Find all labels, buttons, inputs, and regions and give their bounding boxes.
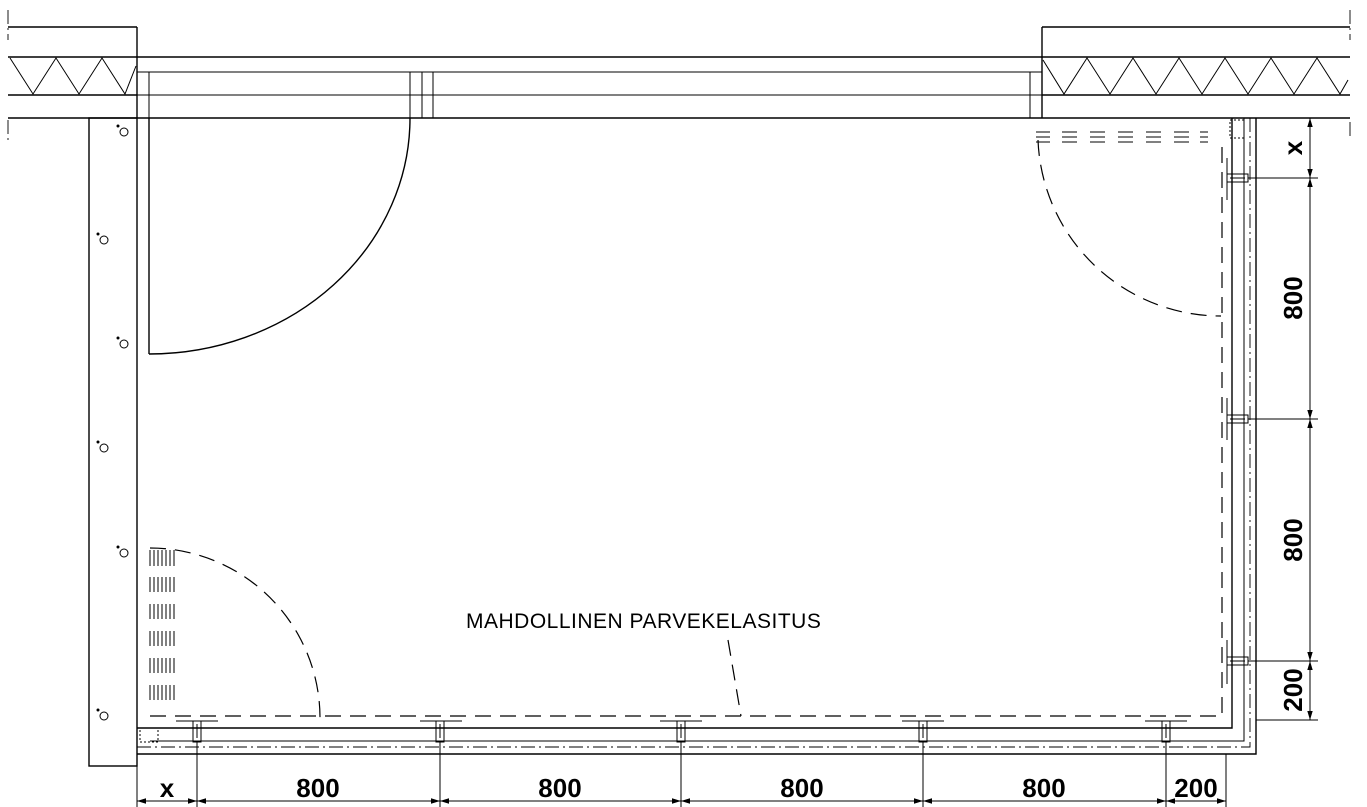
dim-right-200: 200 — [1278, 668, 1308, 711]
railing-post — [660, 720, 702, 743]
right-insulated-wall — [1041, 26, 1350, 119]
railing-post — [176, 720, 218, 743]
anchor-bolt-icon — [96, 440, 109, 453]
left-insulated-wall — [8, 26, 138, 119]
dim-bottom-x: x — [160, 773, 175, 803]
glazing-boundary — [150, 142, 1223, 717]
stacked-panels-right — [1036, 131, 1208, 143]
railing-post — [1226, 158, 1249, 200]
dim-bottom-800-4: 800 — [1022, 773, 1065, 803]
dim-bottom-800-2: 800 — [538, 773, 581, 803]
door-swing — [148, 117, 411, 355]
anchor-bolt-icon — [116, 545, 129, 558]
railing — [137, 118, 1257, 755]
railing-posts-bottom — [176, 720, 1187, 743]
dim-bottom-800-3: 800 — [780, 773, 823, 803]
railing-post — [1226, 398, 1249, 440]
left-side-wall — [88, 117, 138, 767]
dim-right-x: x — [1278, 140, 1308, 155]
dim-bottom-800-1: 800 — [296, 773, 339, 803]
dim-right-800-2: 800 — [1278, 518, 1308, 561]
top-wall — [7, 10, 1351, 140]
stacked-panels-bottom — [149, 550, 175, 700]
bottom-dimension-chain: x 800 800 800 800 200 — [136, 742, 1227, 807]
anchor-bolt-icon — [116, 124, 129, 137]
dim-right-800-1: 800 — [1278, 276, 1308, 319]
anchor-bolt-icon — [96, 708, 109, 721]
anchor-bolt-icons — [96, 124, 129, 721]
label-leader — [727, 639, 742, 717]
dim-bottom-200: 200 — [1174, 773, 1217, 803]
glazing-panel-swing-bottom — [149, 547, 321, 719]
window-frame — [137, 56, 1042, 119]
right-dimension-chain: x 800 800 200 — [1248, 117, 1318, 721]
anchor-bolt-icon — [116, 336, 129, 349]
glazing-label: MAHDOLLINEN PARVEKELASITUS — [466, 610, 821, 633]
railing-post — [1145, 720, 1187, 743]
railing-post — [420, 720, 462, 743]
anchor-bolt-icon — [96, 232, 109, 245]
railing-post — [902, 720, 944, 743]
railing-post — [1226, 640, 1249, 684]
railing-posts-right — [1226, 158, 1249, 684]
glazing-panel-swing-right — [1036, 131, 1222, 317]
